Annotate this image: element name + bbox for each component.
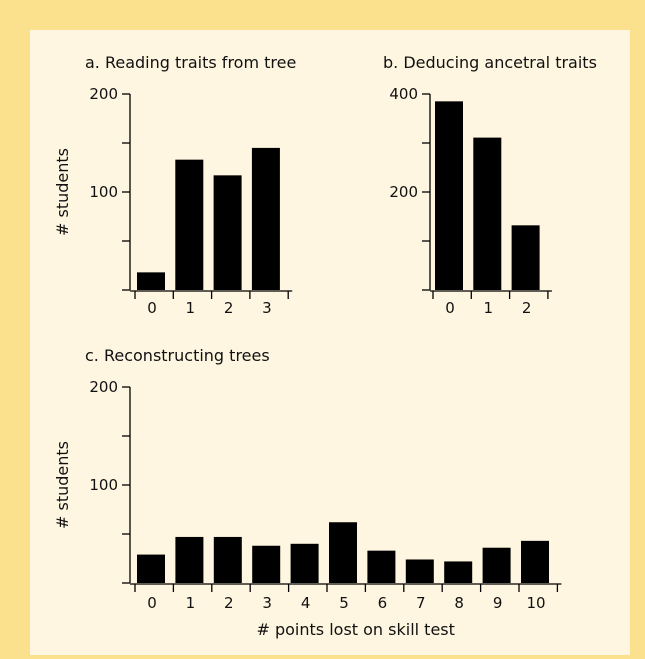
x-tick-label-c-10: 10: [526, 594, 545, 612]
bar-a-1: [175, 159, 204, 290]
bar-a-0: [137, 272, 165, 290]
y-axis-label-a: # students: [53, 148, 72, 236]
x-tick-label-c-9: 9: [493, 594, 503, 612]
x-tick-label-c-4: 4: [301, 594, 311, 612]
bar-c-3: [252, 545, 281, 583]
x-tick-label-a-0: 0: [147, 299, 157, 317]
bar-b-0: [435, 101, 463, 290]
bar-c-8: [444, 561, 473, 583]
y-tick-label-b-2: 400: [389, 85, 418, 103]
chart-title-b: b. Deducing ancetral traits: [383, 53, 597, 72]
x-tick-label-c-5: 5: [339, 594, 349, 612]
y-tick-label-a-2: 200: [89, 85, 118, 103]
chart-title-a: a. Reading traits from tree: [85, 53, 296, 72]
bar-c-4: [290, 543, 319, 583]
bar-c-9: [482, 547, 511, 583]
x-tick-label-a-3: 3: [262, 299, 272, 317]
chart-title-c: c. Reconstructing trees: [85, 346, 270, 365]
y-tick-label-b-1: 200: [389, 183, 418, 201]
bar-c-10: [521, 540, 549, 583]
x-tick-label-b-1: 1: [484, 299, 494, 317]
x-tick-label-c-6: 6: [378, 594, 388, 612]
bar-a-2: [213, 175, 242, 290]
bar-c-0: [137, 554, 165, 583]
figure-panel: a. Reading traits from tree 100 200 0 1 2 3 # s…: [30, 30, 630, 655]
x-tick-label-b-2: 2: [522, 299, 532, 317]
x-tick-label-c-3: 3: [262, 594, 272, 612]
bar-c-2: [213, 536, 242, 583]
y-tick-label-a-1: 100: [89, 183, 118, 201]
y-tick-label-c-1: 100: [89, 476, 118, 494]
bar-c-1: [175, 536, 204, 583]
x-tick-label-c-1: 1: [186, 594, 196, 612]
x-axis-label-c: # points lost on skill test: [256, 620, 454, 639]
bar-c-6: [367, 550, 396, 583]
x-tick-label-a-1: 1: [186, 299, 196, 317]
y-axis-label-c: # students: [53, 441, 72, 529]
bar-c-7: [405, 559, 434, 583]
y-tick-label-c-2: 200: [89, 378, 118, 396]
x-tick-label-c-8: 8: [454, 594, 464, 612]
x-tick-label-c-7: 7: [416, 594, 426, 612]
x-tick-label-a-2: 2: [224, 299, 234, 317]
x-tick-label-b-0: 0: [445, 299, 455, 317]
bar-b-1: [473, 137, 502, 290]
bar-a-3: [251, 147, 280, 290]
bar-b-2: [511, 225, 540, 290]
bar-c-5: [329, 522, 357, 583]
x-tick-label-c-2: 2: [224, 594, 234, 612]
x-tick-label-c-0: 0: [147, 594, 157, 612]
